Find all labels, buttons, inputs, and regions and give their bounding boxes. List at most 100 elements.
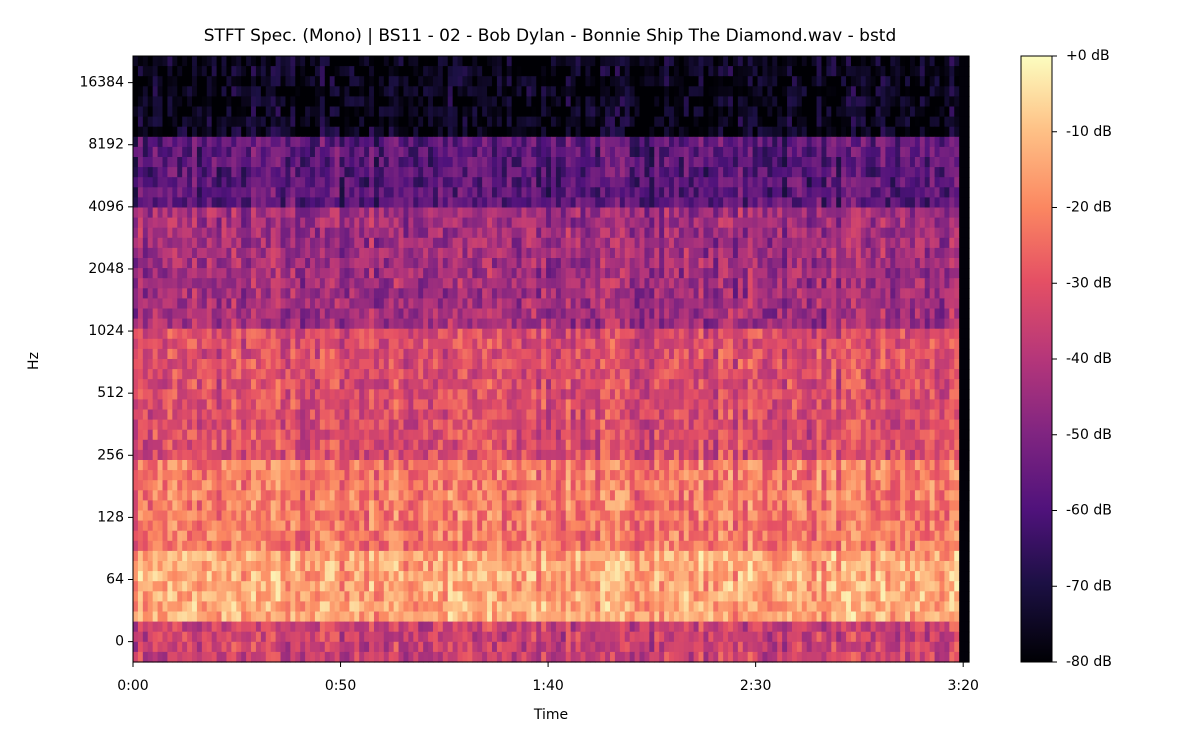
spectrogram-cell: [536, 207, 542, 219]
spectrogram-cell: [418, 66, 424, 77]
spectrogram-cell: [614, 86, 621, 97]
spectrogram-cell: [418, 177, 424, 188]
spectrogram-cell: [428, 318, 434, 330]
spectrogram-cell: [929, 308, 936, 320]
spectrogram-cell: [703, 247, 709, 259]
spectrogram-cell: [133, 146, 139, 158]
spectrogram-cell: [688, 258, 695, 269]
spectrogram-cell: [511, 318, 518, 330]
spectrogram-cell: [177, 227, 183, 239]
spectrogram-cell: [531, 328, 537, 340]
spectrogram-cell: [959, 96, 965, 108]
spectrogram-cell: [664, 338, 670, 350]
spectrogram-cell: [782, 96, 788, 108]
spectrogram-cell: [526, 298, 532, 310]
spectrogram-cell: [924, 237, 931, 249]
spectrogram-cell: [452, 298, 459, 310]
spectrogram-cell: [516, 76, 523, 87]
spectrogram-cell: [732, 258, 739, 269]
spectrogram-cell: [182, 318, 188, 330]
spectrogram-cell: [752, 258, 759, 269]
spectrogram-cell: [413, 278, 419, 289]
spectrogram-cell: [216, 288, 223, 299]
spectrogram-cell: [531, 207, 537, 219]
spectrogram-cell: [383, 86, 390, 97]
spectrogram-cell: [639, 146, 646, 158]
spectrogram-cell: [595, 96, 601, 108]
spectrogram-cell: [408, 328, 414, 340]
spectrogram-cell: [949, 76, 955, 87]
spectrogram-cell: [531, 146, 537, 158]
spectrogram-cell: [639, 167, 646, 178]
spectrogram-cell: [708, 338, 714, 350]
spectrogram-cell: [610, 66, 616, 77]
spectrogram-cell: [403, 167, 409, 178]
spectrogram-cell: [255, 116, 262, 128]
spectrogram-cell: [693, 66, 700, 77]
spectrogram-cell: [428, 207, 434, 219]
spectrogram-cell: [260, 227, 267, 239]
spectrogram-cell: [836, 217, 842, 229]
spectrogram-cell: [855, 56, 862, 67]
spectrogram-cell: [669, 167, 675, 178]
spectrogram-cell: [133, 298, 139, 310]
spectrogram-cell: [364, 167, 370, 178]
spectrogram-cell: [934, 268, 941, 279]
spectrogram-cell: [659, 237, 665, 249]
spectrogram-cell: [723, 197, 729, 209]
spectrogram-cell: [954, 237, 960, 249]
spectrogram-cell: [467, 116, 473, 128]
spectrogram-cell: [408, 308, 414, 320]
spectrogram-cell: [226, 66, 232, 77]
spectrogram-cell: [555, 187, 562, 198]
spectrogram-cell: [728, 278, 734, 289]
spectrogram-cell: [526, 227, 532, 239]
spectrogram-cell: [354, 237, 360, 249]
spectrogram-cell: [914, 207, 921, 219]
spectrogram-cell: [654, 126, 660, 138]
spectrogram-cell: [905, 146, 911, 158]
spectrogram-cell: [688, 318, 695, 330]
spectrogram-cell: [860, 227, 867, 239]
spectrogram-cell: [201, 167, 208, 178]
spectrogram-cell: [826, 258, 832, 269]
spectrogram-cell: [895, 126, 901, 138]
spectrogram-cell: [423, 247, 429, 259]
spectrogram-cell: [482, 177, 488, 188]
spectrogram-cell: [403, 136, 409, 148]
spectrogram-cell: [142, 207, 149, 219]
spectrogram-cell: [206, 76, 213, 87]
spectrogram-cell: [255, 126, 262, 138]
spectrogram-cell: [369, 167, 375, 178]
spectrogram-cell: [919, 217, 926, 229]
spectrogram-cell: [551, 56, 557, 67]
spectrogram-cell: [137, 258, 144, 269]
spectrogram-cell: [619, 177, 626, 188]
spectrogram-cell: [501, 308, 508, 320]
spectrogram-cell: [870, 237, 877, 249]
spectrogram-cell: [688, 126, 695, 138]
spectrogram-cell: [364, 298, 370, 310]
spectrogram-cell: [565, 237, 572, 249]
spectrogram-cell: [226, 177, 232, 188]
spectrogram-cell: [659, 288, 665, 299]
spectrogram-cell: [241, 116, 247, 128]
spectrogram-cell: [192, 146, 198, 158]
spectrogram-cell: [624, 76, 631, 87]
spectrogram-cell: [246, 86, 252, 97]
spectrogram-cell: [359, 76, 365, 87]
spectrogram-cell: [565, 167, 572, 178]
spectrogram-cell: [536, 96, 542, 108]
spectrogram-cell: [437, 338, 444, 350]
spectrogram-cell: [531, 298, 537, 310]
spectrogram-cell: [393, 177, 400, 188]
spectrogram-cell: [806, 227, 813, 239]
spectrogram-cell: [614, 56, 621, 67]
spectrogram-cell: [629, 197, 636, 209]
spectrogram-cell: [378, 288, 385, 299]
spectrogram-cell: [590, 207, 596, 219]
spectrogram-cell: [157, 237, 164, 249]
spectrogram-cell: [516, 116, 523, 128]
spectrogram-cell: [885, 338, 891, 350]
spectrogram-cell: [718, 96, 724, 108]
